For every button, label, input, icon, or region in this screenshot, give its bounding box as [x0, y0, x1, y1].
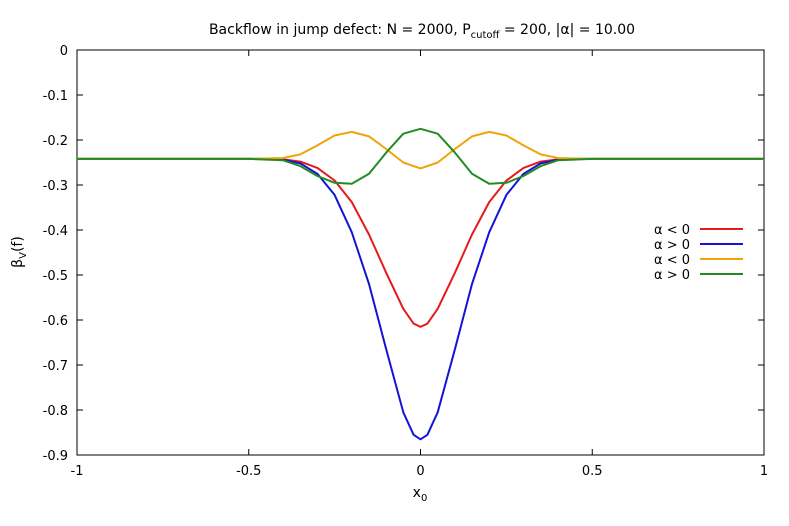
y-tick-label: -0.9: [43, 449, 68, 464]
series-line-2: [77, 157, 764, 441]
y-axis-label: βV(f): [10, 236, 29, 268]
x-tick-label: -1: [71, 464, 84, 479]
y-tick-label: 0: [60, 44, 68, 59]
y-tick-label: -0.1: [43, 89, 68, 104]
legend-label: α > 0: [654, 238, 690, 253]
x-axis-label: x0: [413, 485, 428, 504]
legend-label: α < 0: [654, 253, 690, 268]
legend: α < 0α > 0α < 0α > 0: [654, 223, 743, 283]
y-tick-label: -0.3: [43, 179, 68, 194]
x-tick-label: 1: [760, 464, 768, 479]
legend-label: α < 0: [654, 223, 690, 238]
series-line-4: [77, 127, 764, 185]
y-tick-label: -0.6: [43, 314, 68, 329]
legend-label: α > 0: [654, 268, 690, 283]
series-line-1: [77, 157, 764, 328]
x-tick-label: 0.5: [582, 464, 603, 479]
series-lines: [77, 127, 764, 441]
series-line-3: [77, 130, 764, 170]
y-tick-label: -0.2: [43, 134, 68, 149]
x-tick-label: -0.5: [236, 464, 261, 479]
y-tick-label: -0.5: [43, 269, 68, 284]
x-tick-label: 0: [416, 464, 424, 479]
y-tick-label: -0.8: [43, 404, 68, 419]
chart-title: Backflow in jump defect: N = 2000, Pcuto…: [209, 22, 635, 41]
y-tick-label: -0.7: [43, 359, 68, 374]
y-tick-label: -0.4: [43, 224, 68, 239]
axis-ticks: -1 -0.5 0 0.5 1 0 -0.1 -0.2 -0.3 -0.4 -0.5 -0.6 -0.7…: [43, 44, 769, 479]
